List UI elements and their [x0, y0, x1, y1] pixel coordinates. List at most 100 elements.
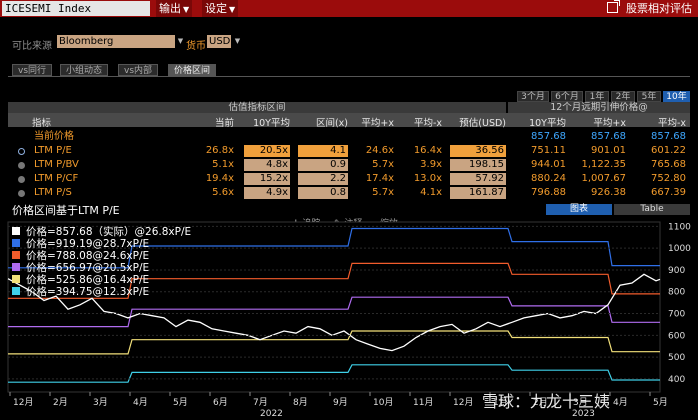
tab-divider: [8, 76, 690, 77]
series-line: [8, 296, 660, 328]
metric-ltm-pbv: LTM P/BV: [34, 159, 79, 170]
y-tick-label: 400: [668, 375, 685, 385]
ltm-pe-range-input[interactable]: 4.1: [298, 145, 348, 157]
y-tick-label: 900: [668, 266, 685, 276]
ltm-pe-p-minus: 601.22: [651, 145, 686, 156]
output-menu[interactable]: 输出 ▼: [156, 0, 193, 17]
period-10y-button[interactable]: 10年: [663, 91, 690, 102]
x-tick-label: 7月: [253, 397, 268, 408]
currency-select[interactable]: USD ▼: [207, 35, 240, 48]
legend-item-actual: 价格=857.68（实际）@26.8xP/E: [12, 226, 191, 238]
y-tick-label: 1100: [668, 222, 691, 232]
table-view-button[interactable]: Table: [614, 204, 690, 215]
chart-view-button[interactable]: 图表: [546, 204, 612, 215]
current-price-p2: 857.68: [591, 131, 626, 142]
col-header-p-avg-plus: 平均+x: [593, 118, 626, 129]
ltm-pbv-plus: 5.7x: [372, 159, 394, 170]
tab-group-dynamics[interactable]: 小组动态: [60, 64, 109, 76]
x-tick-label: 4月: [613, 397, 628, 408]
x-tick-label: 8月: [293, 397, 308, 408]
ltm-pe-plus: 24.6x: [365, 145, 394, 156]
currency-label: 货币: [186, 41, 206, 52]
source-value: Bloomberg: [59, 36, 114, 47]
col-header-current: 当前: [214, 118, 234, 129]
output-menu-label: 输出: [159, 2, 181, 15]
source-label: 可比来源: [12, 41, 52, 52]
ltm-pe-estimate-input[interactable]: 36.56: [450, 145, 506, 157]
y-axis-ticks: 400 500 600 700 800 900 1000 1100: [8, 222, 691, 385]
radio-ltm-pe[interactable]: [18, 148, 25, 155]
y-tick-label: 500: [668, 353, 685, 363]
legend-label: 价格=919.19@28.7xP/E: [26, 238, 150, 250]
period-6m-button[interactable]: 6个月: [551, 91, 583, 102]
ltm-pbv-range-input[interactable]: 0.9: [298, 159, 348, 171]
series-line: [8, 227, 660, 269]
legend-swatch: [12, 275, 20, 283]
ltm-pbv-current: 5.1x: [212, 159, 234, 170]
period-3m-button[interactable]: 3个月: [517, 91, 549, 102]
series-line: [8, 330, 660, 355]
col-header-p-10y-avg: 10Y平均: [529, 118, 566, 129]
x-tick-label: 6月: [213, 397, 228, 408]
ltm-ps-avg: 4.9x: [244, 187, 290, 199]
period-1y-button[interactable]: 1年: [585, 91, 609, 102]
radio-ltm-pcf[interactable]: [18, 176, 25, 183]
watermark: 雪球：九龙十三姨: [482, 392, 611, 411]
ltm-pe-avg: 20.5x: [244, 145, 290, 157]
ltm-pe-p-plus: 901.01: [591, 145, 626, 156]
x-tick-label: 12月: [453, 397, 473, 408]
radio-ltm-ps[interactable]: [18, 190, 25, 197]
ltm-pbv-p-minus: 765.68: [651, 159, 686, 170]
table-header-row: [8, 113, 690, 127]
radio-ltm-pbv[interactable]: [18, 162, 25, 169]
relative-valuation-button[interactable]: 股票相对评估: [607, 0, 692, 17]
col-header-p-avg-minus: 平均-x: [657, 118, 686, 129]
ltm-pcf-range-input[interactable]: 2.2: [298, 173, 348, 185]
ltm-pcf-avg: 15.2x: [244, 173, 290, 185]
metric-ltm-pcf: LTM P/CF: [34, 173, 79, 184]
chevron-down-icon[interactable]: ▼: [177, 37, 184, 45]
ltm-ps-range-input[interactable]: 0.8: [298, 187, 348, 199]
legend-label: 价格=857.68（实际）@26.8xP/E: [26, 226, 192, 238]
tab-vs-peers[interactable]: vs同行: [12, 64, 53, 76]
ltm-pcf-plus: 17.4x: [365, 173, 394, 184]
settings-menu[interactable]: 设定 ▼: [202, 0, 239, 17]
ltm-pe-p-avg: 751.11: [531, 145, 566, 156]
x-tick-label: 2月: [53, 397, 68, 408]
x-tick-label: 10月: [373, 397, 393, 408]
ltm-pbv-estimate-input[interactable]: 198.15: [450, 159, 506, 171]
source-select[interactable]: Bloomberg ▼: [57, 35, 183, 48]
legend-item-plus1: 价格=788.08@24.6xP/E: [12, 250, 149, 262]
forward-price-group-header: 12个月远期引伸价格@: [508, 102, 690, 113]
ltm-pbv-minus: 3.9x: [420, 159, 442, 170]
ltm-pcf-estimate-input[interactable]: 57.92: [450, 173, 506, 185]
ltm-ps-p-plus: 926.38: [591, 187, 626, 198]
x-tick-label: 2月: [533, 397, 548, 408]
security-title[interactable]: ICESEMI Index: [2, 1, 150, 16]
metric-ltm-pe: LTM P/E: [34, 145, 72, 156]
tab-vs-internal[interactable]: vs内部: [118, 64, 159, 76]
period-5y-button[interactable]: 5年: [637, 91, 661, 102]
y-tick-label: 700: [668, 310, 685, 320]
ltm-ps-minus: 4.1x: [420, 187, 442, 198]
ltm-pcf-current: 19.4x: [205, 173, 234, 184]
chart-bands: [7, 227, 661, 383]
period-2y-button[interactable]: 2年: [611, 91, 635, 102]
ltm-ps-estimate-input[interactable]: 161.87: [450, 187, 506, 199]
top-bar: ICESEMI Index 输出 ▼ 设定 ▼ 股票相对评估: [0, 0, 698, 17]
col-header-avg-plus: 平均+x: [361, 118, 394, 129]
ltm-ps-plus: 5.7x: [372, 187, 394, 198]
x-year-label: 2022: [260, 409, 283, 419]
ltm-pcf-minus: 13.0x: [413, 173, 442, 184]
legend-swatch: [12, 287, 20, 295]
ltm-pcf-p-plus: 1,007.67: [581, 173, 626, 184]
current-price-p3: 857.68: [651, 131, 686, 142]
x-tick-label: 5月: [653, 397, 668, 408]
ltm-pe-current: 26.8x: [205, 145, 234, 156]
relative-valuation-label: 股票相对评估: [626, 2, 692, 15]
current-price-label: 当前价格: [34, 131, 74, 142]
x-tick-label: 1月: [493, 397, 508, 408]
tab-price-range[interactable]: 价格区间: [168, 64, 217, 76]
chevron-down-icon[interactable]: ▼: [234, 37, 241, 45]
